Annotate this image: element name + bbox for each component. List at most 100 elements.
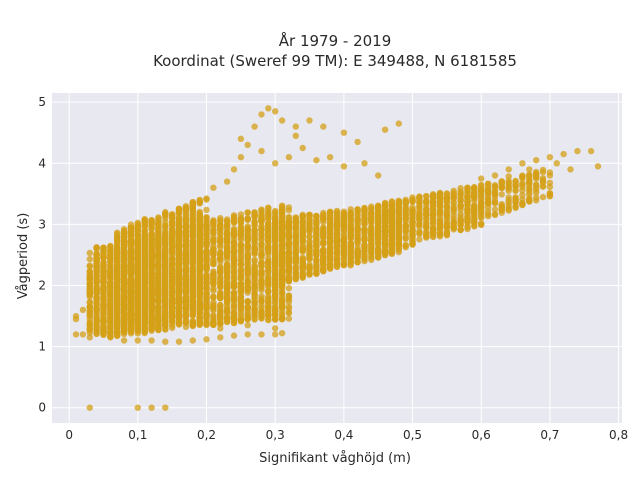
data-point <box>93 270 100 278</box>
data-point <box>278 217 286 224</box>
data-point <box>258 244 265 252</box>
data-point <box>86 255 94 263</box>
data-point <box>313 213 320 221</box>
data-point <box>223 222 231 229</box>
data-point <box>93 327 100 334</box>
data-point <box>244 209 251 216</box>
data-point <box>265 267 272 275</box>
data-point <box>175 256 183 263</box>
data-point <box>169 220 176 228</box>
data-point <box>237 272 245 279</box>
data-point <box>258 217 265 225</box>
data-point <box>251 257 258 264</box>
data-point <box>244 232 251 240</box>
data-point <box>182 317 190 324</box>
data-point <box>203 284 210 291</box>
data-point <box>189 243 196 250</box>
data-point <box>230 273 238 280</box>
data-point <box>272 219 279 226</box>
data-point <box>100 262 107 269</box>
data-point <box>285 222 293 230</box>
data-point <box>285 214 293 221</box>
data-point <box>169 269 176 276</box>
data-point <box>196 242 203 249</box>
data-point <box>100 254 107 262</box>
data-points <box>72 105 602 411</box>
data-point <box>251 226 258 233</box>
data-point <box>230 299 238 307</box>
data-point <box>203 219 210 226</box>
data-point <box>265 215 272 222</box>
data-point <box>120 243 128 250</box>
data-point <box>107 256 114 263</box>
data-point <box>237 242 245 249</box>
data-point <box>189 204 196 212</box>
data-point <box>148 224 155 232</box>
data-point <box>306 216 313 223</box>
data-point <box>189 210 196 217</box>
data-point <box>251 281 258 288</box>
data-point <box>223 264 231 272</box>
data-point <box>217 283 224 290</box>
data-point <box>230 279 238 286</box>
data-point <box>203 241 210 248</box>
data-point <box>175 291 183 298</box>
data-point <box>278 303 286 311</box>
data-point <box>210 228 217 235</box>
y-gridlines <box>52 101 622 409</box>
data-point <box>285 309 293 316</box>
data-point <box>196 315 203 322</box>
data-point <box>210 272 217 279</box>
data-point <box>278 316 286 323</box>
data-point <box>265 221 272 228</box>
data-point <box>251 295 258 302</box>
data-point <box>203 248 210 255</box>
data-point <box>182 304 190 311</box>
data-point <box>223 216 231 223</box>
data-point <box>86 299 94 306</box>
data-point <box>292 214 299 221</box>
data-point <box>244 298 251 305</box>
data-point <box>141 227 148 235</box>
data-point <box>230 258 238 265</box>
data-point <box>155 231 162 238</box>
data-point <box>340 242 348 249</box>
data-point <box>196 250 203 257</box>
data-point <box>244 226 251 234</box>
data-point <box>134 254 141 261</box>
data-point <box>244 237 251 244</box>
data-point <box>313 246 320 254</box>
data-point <box>162 240 169 247</box>
chart-title-line-1: År 1979 - 2019 <box>279 31 392 50</box>
data-point <box>258 262 265 270</box>
data-point <box>340 212 348 219</box>
data-point <box>217 302 224 309</box>
data-point <box>285 285 293 292</box>
data-point <box>189 288 196 295</box>
data-point <box>326 234 334 241</box>
data-point <box>217 244 224 251</box>
data-point <box>155 223 162 231</box>
data-point <box>141 243 148 250</box>
data-point <box>189 227 196 234</box>
data-point <box>169 308 176 316</box>
data-point <box>258 231 265 238</box>
data-point <box>237 215 245 222</box>
data-point <box>93 279 100 286</box>
data-point <box>313 232 320 239</box>
data-point <box>223 285 231 292</box>
data-point <box>189 219 196 227</box>
data-point <box>175 269 183 277</box>
data-point <box>210 311 217 319</box>
data-point <box>217 314 224 322</box>
data-point <box>306 233 313 241</box>
data-point <box>203 265 210 272</box>
data-point <box>169 258 176 266</box>
data-point <box>114 256 121 264</box>
data-point <box>169 294 176 302</box>
data-point <box>217 231 224 238</box>
data-point <box>148 231 155 238</box>
data-point <box>86 291 94 298</box>
data-point <box>265 283 272 290</box>
data-point <box>368 217 375 224</box>
